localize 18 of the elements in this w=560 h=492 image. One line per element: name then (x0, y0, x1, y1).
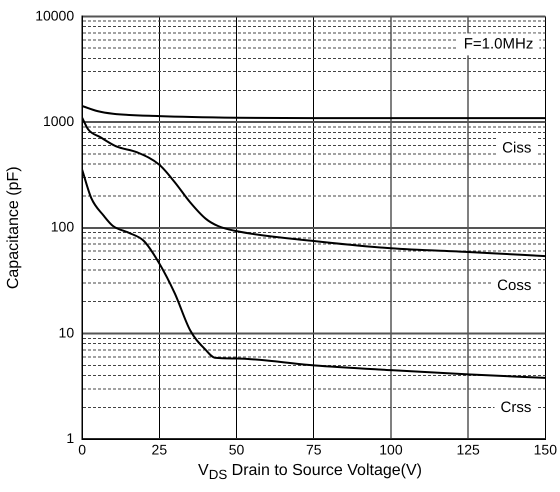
y-tick-label: 10 (58, 324, 74, 340)
x-tick-label: 75 (306, 441, 322, 458)
series-label: Ciss (502, 139, 532, 156)
annotation: F=1.0MHz (464, 36, 534, 53)
series-label: Crss (500, 399, 532, 416)
x-tick-label: 125 (456, 441, 480, 458)
y-tick-label: 100 (50, 218, 74, 235)
y-tick-label: 10000 (35, 7, 74, 24)
x-tick-label: 100 (379, 441, 403, 458)
x-tick-label: 50 (228, 441, 245, 458)
x-tick-label: 150 (534, 441, 558, 458)
y-tick-label: 1000 (42, 112, 74, 129)
x-axis-title: V$_{DS}$ Drain to Source Voltage(V) (197, 462, 423, 482)
x-tick-label: 0 (78, 441, 86, 458)
y-axis-title: Capacitance (pF) (5, 166, 22, 290)
series-label: Coss (497, 277, 532, 294)
y-tick-label: 1 (66, 430, 74, 446)
x-tick-label: 25 (152, 441, 168, 458)
